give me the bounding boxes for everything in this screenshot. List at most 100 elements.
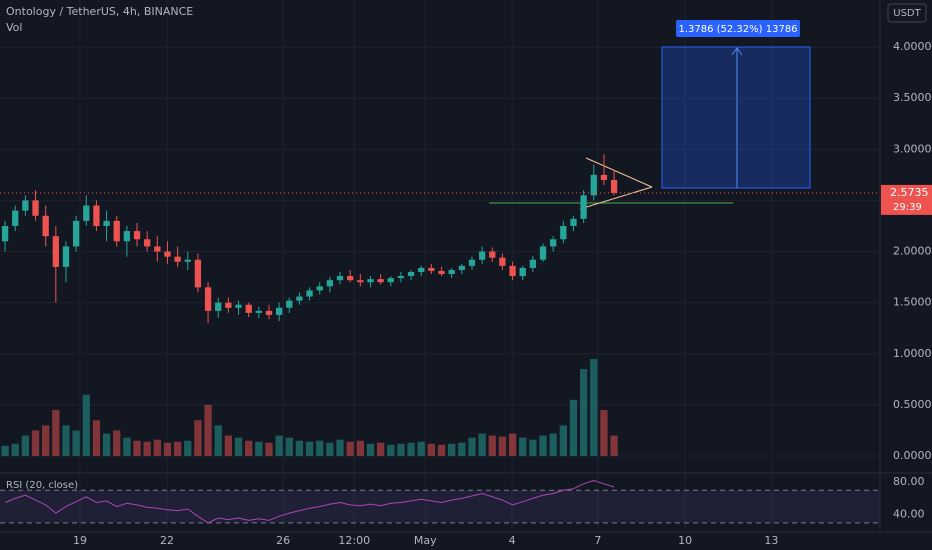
volume-bar [529, 439, 537, 457]
rsi-pane [0, 479, 880, 524]
candle-body [478, 251, 486, 260]
volume-bar [133, 440, 141, 457]
candle-body [72, 220, 80, 247]
candle-body [306, 290, 313, 297]
candle-body [164, 251, 171, 257]
volume-bar [123, 437, 131, 457]
y-tick-label: 3.5000 [893, 91, 932, 104]
candle-body [458, 265, 465, 270]
volume-bar [417, 441, 425, 457]
volume-bar [610, 435, 618, 457]
candle-body [194, 259, 202, 288]
candle-body [590, 174, 597, 196]
currency-box[interactable] [887, 3, 927, 23]
volume-bar [356, 440, 364, 457]
volume-bar [559, 425, 567, 457]
volume-bar [113, 430, 121, 457]
candle-body [509, 265, 516, 277]
volume-bar [204, 404, 212, 457]
volume-bar [214, 425, 222, 457]
rsi-line [4, 479, 615, 524]
volume-bar [194, 420, 202, 457]
candle-body [22, 200, 29, 211]
last-price-box [881, 184, 932, 215]
volume-bar [508, 433, 517, 457]
currency[interactable]: USDT [893, 8, 921, 19]
volume-bar [285, 437, 293, 457]
volume-bar [458, 442, 466, 457]
triangle-upper[interactable] [585, 157, 653, 188]
candle-body [377, 279, 384, 283]
candle-body [286, 300, 293, 308]
y-tick-label: 1.5000 [893, 296, 932, 309]
candle-body [83, 205, 90, 221]
candle-body [407, 271, 415, 277]
candle-body [296, 296, 303, 301]
candle-body [215, 302, 222, 311]
candle-body [570, 218, 577, 226]
long-position-box[interactable] [661, 46, 811, 189]
candle-body [418, 267, 425, 272]
volume-bar [519, 437, 527, 457]
x-tick-label: May [414, 534, 437, 547]
volume-bar [468, 437, 476, 457]
volume-bar [82, 394, 90, 457]
candle-body [174, 256, 181, 262]
volume-bar [42, 425, 50, 457]
volume-bar [31, 430, 40, 457]
volume-layer [1, 358, 618, 457]
triangle-lower[interactable] [579, 186, 653, 210]
volume-bar [366, 443, 375, 457]
volume-bar [184, 440, 192, 457]
volume-bar [52, 410, 60, 457]
volume-bar [407, 442, 415, 457]
candle-body [468, 259, 476, 266]
volume-bar [478, 433, 486, 457]
candle-body [357, 280, 364, 283]
candle-body [448, 269, 455, 275]
volume-bar [549, 433, 557, 457]
last-price-label: 2.5735 [890, 186, 929, 199]
x-tick-label: 13 [764, 534, 778, 547]
volume-bar [346, 441, 354, 457]
candle-body [1, 225, 9, 242]
y-tick-label: 0.5000 [893, 398, 932, 411]
volume-bar [163, 442, 172, 457]
candle-body [600, 174, 608, 180]
candle-body [580, 195, 587, 219]
volume-bar [255, 441, 263, 457]
volume-bar [448, 443, 456, 457]
x-tick-label: 4 [509, 534, 516, 547]
rsi-label: RSI (20, close) [6, 480, 78, 491]
volume-bar [326, 442, 334, 457]
volume-bar [295, 440, 304, 457]
volume-bar [153, 439, 161, 457]
candle-body [184, 259, 191, 262]
volume-bar [569, 399, 578, 457]
volume-bar [488, 435, 496, 457]
measure-label: 1.3786 (52.32%) 13786 [678, 24, 797, 35]
candle-body [529, 259, 537, 268]
axes: 0.00000.50001.00001.50002.00002.50003.00… [0, 40, 932, 547]
volume-bar [245, 440, 253, 457]
x-tick-label: 19 [73, 534, 87, 547]
candle-body [499, 257, 506, 266]
volume-bar [21, 435, 30, 457]
x-tick-label: 12:00 [338, 534, 370, 547]
candle-body [367, 279, 374, 283]
volume-label: Vol [6, 21, 22, 34]
y-tick-label: 3.0000 [893, 142, 932, 155]
candle-body [489, 251, 496, 258]
candle-body [52, 236, 59, 267]
candle-body [428, 267, 435, 271]
y-tick-label: 0.0000 [893, 449, 932, 462]
volume-bar [305, 441, 314, 457]
volume-bar [275, 435, 283, 457]
volume-bar [173, 441, 182, 457]
candle-body [347, 276, 354, 281]
candle-body [113, 220, 120, 242]
volume-bar [72, 430, 80, 457]
rsi-tick-label: 80.00 [893, 475, 925, 488]
volume-bar [397, 443, 405, 457]
